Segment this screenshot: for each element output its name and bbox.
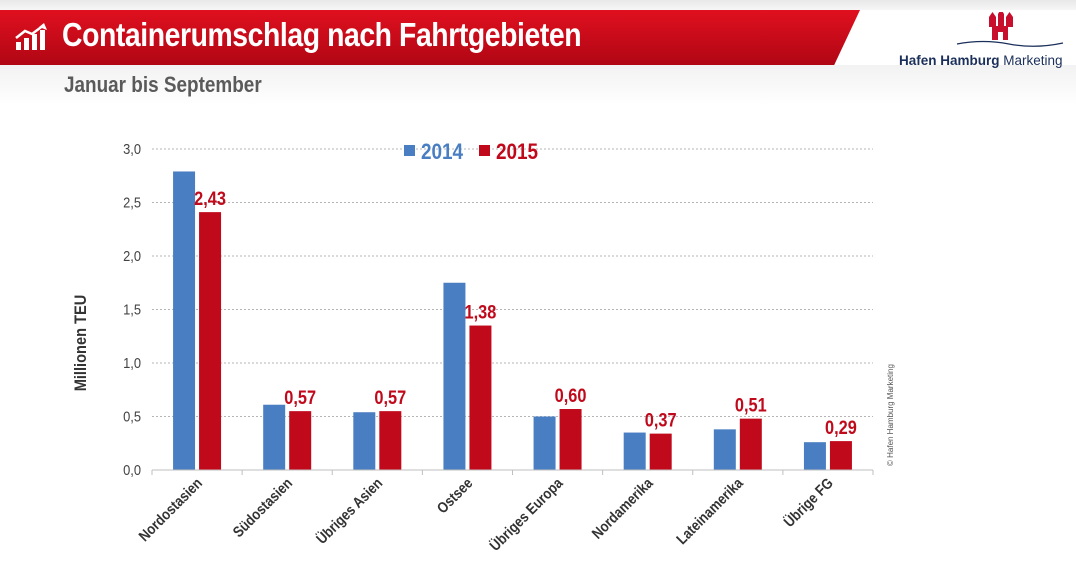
data-label-2015: 0,29 bbox=[825, 417, 857, 438]
x-tick-label: Nordostasien bbox=[135, 474, 205, 544]
grid bbox=[152, 148, 873, 417]
data-label-2015: 0,60 bbox=[555, 385, 587, 406]
x-tick-label: Lateinamerika bbox=[673, 474, 747, 548]
page-subtitle: Januar bis September bbox=[64, 72, 262, 97]
bars bbox=[173, 171, 852, 470]
data-labels: 2,43 0,57 0,57 1,38 0,60 0,37 0,51 0,29 bbox=[194, 188, 857, 438]
y-tick-label: 1,0 bbox=[123, 354, 141, 371]
x-tick-label: Nordamerika bbox=[588, 474, 656, 542]
bar-2014 bbox=[443, 282, 466, 470]
data-label-2015: 0,57 bbox=[374, 387, 406, 408]
y-tick-label: 0,0 bbox=[123, 461, 141, 478]
top-strip bbox=[0, 0, 1076, 10]
x-tick-label: Übriges Asien bbox=[313, 474, 386, 547]
bar-2015 bbox=[199, 212, 222, 470]
bar-2015 bbox=[739, 418, 762, 470]
page-title: Containerumschlag nach Fahrtgebieten bbox=[62, 16, 582, 53]
bar-2015 bbox=[559, 409, 582, 470]
legend-label: 2014 bbox=[421, 140, 464, 165]
bar-2014 bbox=[713, 429, 736, 470]
copyright-credit: © Hafen Hamburg Marketing bbox=[886, 364, 895, 466]
title-band bbox=[0, 10, 860, 65]
data-label-2015: 0,51 bbox=[735, 394, 767, 415]
x-tick-label: Ostsee bbox=[433, 474, 476, 517]
bar-2014 bbox=[533, 416, 556, 470]
bar-2014 bbox=[173, 171, 196, 470]
y-tick-label: 0,5 bbox=[123, 408, 141, 425]
x-tick-label: Übrige FG bbox=[780, 474, 836, 530]
data-label-2015: 2,43 bbox=[194, 188, 226, 209]
header-fade bbox=[0, 65, 1076, 105]
hamburg-castle-icon bbox=[956, 12, 1064, 47]
bar-2015 bbox=[469, 325, 492, 470]
y-tick-label: 2,5 bbox=[123, 194, 141, 211]
data-label-2015: 1,38 bbox=[465, 301, 497, 322]
bar-2014 bbox=[803, 442, 826, 470]
trend-chart-icon bbox=[15, 23, 47, 50]
x-tick-label: Übriges Europa bbox=[486, 474, 566, 554]
bar-2015 bbox=[829, 441, 852, 470]
bar-2015 bbox=[379, 411, 402, 470]
y-tick-label: 3,0 bbox=[123, 140, 141, 157]
y-axis-label: Millionen TEU bbox=[72, 295, 90, 392]
data-label-2015: 0,37 bbox=[645, 409, 677, 430]
logo-text: Hafen Hamburg Marketing bbox=[899, 53, 1063, 68]
x-tick-label: Südostasien bbox=[229, 474, 295, 540]
legend-swatch bbox=[404, 145, 415, 156]
y-tick-label: 2,0 bbox=[123, 247, 141, 264]
legend-swatch bbox=[479, 145, 490, 156]
bar-2015 bbox=[289, 411, 312, 470]
data-label-2015: 0,57 bbox=[284, 387, 316, 408]
y-tick-label: 1,5 bbox=[123, 301, 141, 318]
bar-2014 bbox=[623, 432, 646, 470]
legend: 2014 2015 bbox=[404, 140, 538, 165]
bar-2015 bbox=[649, 433, 672, 470]
bar-2014 bbox=[263, 404, 286, 470]
bar-2014 bbox=[353, 412, 376, 470]
legend-label: 2015 bbox=[496, 140, 538, 165]
